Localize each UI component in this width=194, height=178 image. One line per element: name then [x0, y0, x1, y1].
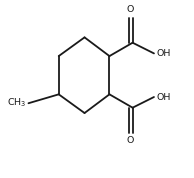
Text: O: O	[127, 5, 134, 14]
Text: O: O	[127, 136, 134, 145]
Text: CH$_3$: CH$_3$	[7, 97, 27, 109]
Text: OH: OH	[157, 49, 171, 58]
Text: OH: OH	[157, 93, 171, 101]
